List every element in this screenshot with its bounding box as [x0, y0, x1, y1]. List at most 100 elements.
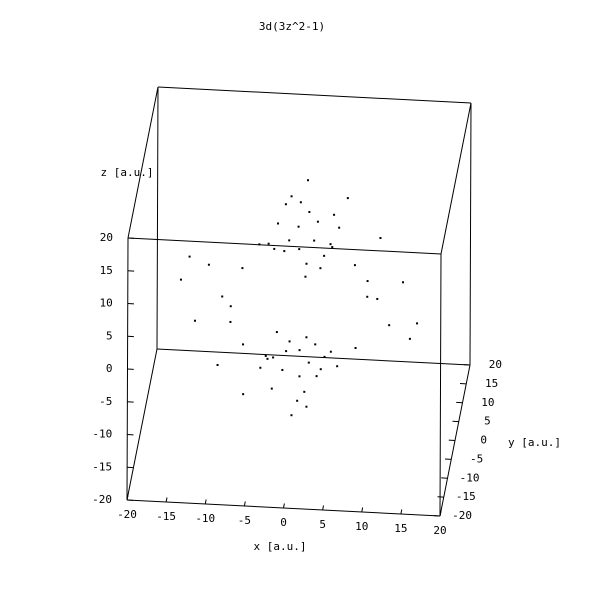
z-tick-label: -10	[92, 428, 112, 441]
point	[323, 356, 325, 358]
point	[299, 349, 301, 351]
point	[305, 406, 307, 408]
point	[354, 264, 356, 266]
x-tick-label: -20	[117, 508, 137, 521]
y-tick-label: -20	[452, 509, 472, 522]
point	[336, 365, 338, 367]
x-tick-label: 20	[433, 524, 446, 537]
y-tick-label: 15	[485, 377, 498, 390]
point	[296, 400, 298, 402]
z-tick-label: -15	[92, 460, 112, 473]
point	[217, 364, 219, 366]
y-tick-label: -15	[456, 490, 476, 503]
point	[291, 195, 293, 197]
y-tick-label: 5	[484, 415, 491, 428]
chart-title: 3d(3z^2-1)	[259, 20, 325, 33]
point	[266, 358, 268, 360]
point	[229, 321, 231, 323]
point	[338, 227, 340, 229]
y-tick-label: -5	[470, 452, 483, 465]
point	[330, 351, 332, 353]
point	[347, 197, 349, 199]
point	[376, 298, 378, 300]
point	[194, 320, 196, 322]
point	[402, 281, 404, 283]
point	[308, 211, 310, 213]
point	[317, 221, 319, 223]
point	[308, 362, 310, 364]
point	[409, 338, 411, 340]
point	[273, 248, 275, 250]
point	[180, 279, 182, 281]
point	[288, 239, 290, 241]
point	[388, 324, 390, 326]
point	[333, 214, 335, 216]
z-axis-label: z [a.u.]	[101, 166, 154, 179]
x-tick-label: 10	[355, 520, 368, 533]
point	[189, 256, 191, 258]
point	[242, 343, 244, 345]
point	[298, 375, 300, 377]
point	[323, 255, 325, 257]
point	[304, 276, 306, 278]
point	[366, 296, 368, 298]
z-tick-label: -5	[99, 395, 112, 408]
point	[305, 336, 307, 338]
z-tick-label: 20	[100, 231, 113, 244]
x-tick-label: -15	[156, 510, 176, 523]
point	[300, 201, 302, 203]
point	[221, 296, 223, 298]
z-tick-label: 0	[106, 362, 113, 375]
x-tick-label: 5	[319, 518, 326, 531]
point	[355, 347, 357, 349]
point	[313, 240, 315, 242]
point	[259, 367, 261, 369]
point	[281, 369, 283, 371]
x-tick-label: 0	[280, 516, 287, 529]
point	[242, 393, 244, 395]
point	[303, 391, 305, 393]
x-tick-label: -10	[195, 512, 215, 525]
point	[379, 237, 381, 239]
y-axis-label: y [a.u.]	[508, 436, 561, 449]
y-tick-label: 10	[481, 396, 494, 409]
point	[283, 250, 285, 252]
point	[230, 305, 232, 307]
point	[298, 248, 300, 250]
point	[330, 243, 332, 245]
point	[331, 246, 333, 248]
y-tick-label: 0	[480, 434, 487, 447]
point	[285, 350, 287, 352]
x-axis-label: x [a.u.]	[254, 540, 307, 553]
point	[320, 368, 322, 370]
point	[208, 264, 210, 266]
point	[241, 267, 243, 269]
point	[298, 226, 300, 228]
z-tick-label: 15	[100, 264, 113, 277]
point	[271, 388, 273, 390]
point	[306, 263, 308, 265]
point	[307, 179, 309, 181]
point	[265, 355, 267, 357]
point	[277, 222, 279, 224]
x-tick-label: -5	[238, 514, 251, 527]
point	[276, 331, 278, 333]
point	[314, 343, 316, 345]
point	[258, 243, 260, 245]
point	[319, 267, 321, 269]
x-tick-label: 15	[394, 522, 407, 535]
point	[285, 203, 287, 205]
point	[272, 356, 274, 358]
z-tick-label: -20	[92, 493, 112, 506]
z-tick-label: 5	[106, 329, 113, 342]
point	[316, 375, 318, 377]
z-tick-label: 10	[100, 297, 113, 310]
y-tick-label: -10	[460, 471, 480, 484]
point	[289, 340, 291, 342]
y-tick-label: 20	[489, 358, 502, 371]
point	[416, 322, 418, 324]
point	[290, 414, 292, 416]
point	[268, 243, 270, 245]
